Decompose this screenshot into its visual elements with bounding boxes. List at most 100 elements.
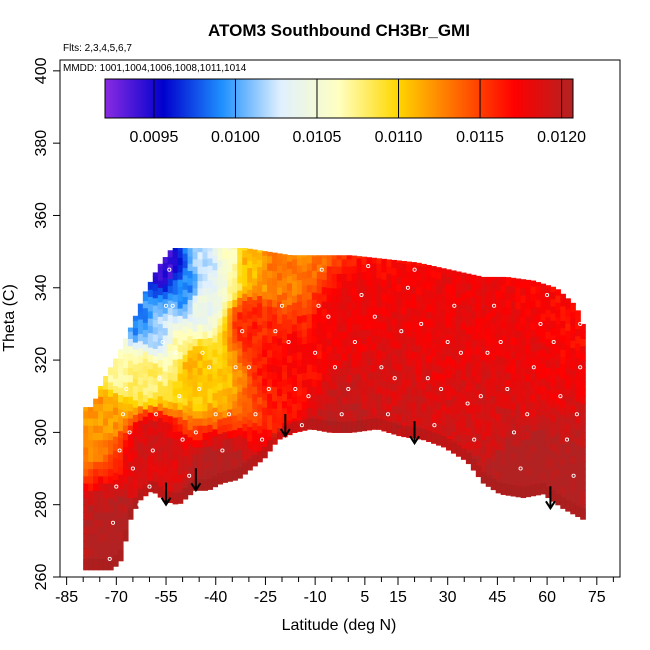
heatmap-cell — [416, 344, 422, 353]
heatmap-cell — [545, 461, 552, 470]
heatmap-cell — [580, 508, 586, 520]
heatmap-cell — [500, 320, 507, 329]
heatmap-cell — [520, 331, 527, 339]
heatmap-cell — [351, 395, 358, 404]
heatmap-cell — [451, 395, 457, 404]
heatmap-cell — [286, 297, 293, 305]
heatmap-cell — [202, 446, 209, 455]
heatmap-cell — [500, 328, 507, 336]
heatmap-cell — [257, 450, 263, 462]
heatmap-cell — [505, 484, 512, 496]
tropopause-arrows — [160, 414, 556, 511]
heatmap-cell — [580, 367, 586, 376]
heatmap-cell — [431, 349, 437, 358]
heatmap-cell — [475, 288, 482, 297]
heatmap-cell — [212, 443, 218, 452]
flight-point — [571, 473, 576, 478]
heatmap-cell — [455, 412, 462, 421]
heatmap-cell — [113, 522, 119, 531]
heatmap-cell — [232, 321, 238, 329]
heatmap-cell — [222, 330, 228, 339]
heatmap-cell — [520, 381, 527, 390]
heatmap-cell — [83, 475, 89, 484]
heatmap-cell — [505, 466, 512, 475]
heatmap-cell — [495, 398, 502, 407]
heatmap-cell — [525, 438, 532, 447]
heatmap-cell — [336, 258, 343, 267]
heatmap-cell — [406, 379, 412, 388]
heatmap-cell — [311, 342, 318, 351]
heatmap-cell — [441, 323, 447, 332]
heatmap-cell — [301, 386, 308, 395]
heatmap-cell — [371, 335, 378, 344]
heatmap-cell — [132, 428, 139, 437]
heatmap-cell — [202, 248, 209, 253]
heatmap-cell — [172, 308, 179, 317]
heatmap-cell — [167, 250, 174, 258]
heatmap-cell — [356, 286, 363, 295]
x-tick-label: -25 — [254, 589, 277, 606]
heatmap-cell — [217, 404, 223, 413]
heatmap-cell — [371, 364, 378, 372]
x-tick-label: 45 — [488, 589, 506, 606]
heatmap-cell — [83, 533, 89, 542]
heatmap-cell — [490, 366, 497, 375]
heatmap-cell — [460, 372, 467, 381]
heatmap-cell — [455, 325, 462, 334]
heatmap-cell — [391, 274, 397, 283]
heatmap-cell — [237, 253, 243, 262]
heatmap-cell — [396, 261, 402, 270]
heatmap-cell — [520, 287, 527, 296]
heatmap-cell — [510, 365, 517, 374]
heatmap-cell — [495, 434, 502, 443]
heatmap-cell — [172, 315, 179, 324]
heatmap-cell — [396, 290, 402, 299]
heatmap-cell — [396, 327, 402, 335]
flight-point — [167, 267, 172, 272]
heatmap-cell — [560, 414, 566, 423]
heatmap-cell — [331, 280, 338, 289]
heatmap-cell — [371, 299, 378, 307]
heatmap-cell — [326, 388, 333, 397]
heatmap-cell — [177, 279, 184, 287]
heatmap-cell — [455, 434, 462, 443]
flight-point — [253, 412, 258, 417]
heatmap-cell — [182, 383, 189, 392]
heatmap-cell — [540, 414, 547, 423]
heatmap-cell — [520, 461, 527, 470]
heatmap-cell — [545, 381, 552, 390]
heatmap-cell — [331, 360, 338, 368]
flight-point — [150, 448, 155, 453]
heatmap-cell — [326, 287, 333, 296]
heatmap-cell — [202, 258, 209, 267]
heatmap-cell — [113, 479, 119, 488]
heatmap-cell — [416, 279, 422, 288]
heatmap-cell — [540, 320, 547, 329]
heatmap-cell — [172, 474, 179, 483]
heatmap-cell — [127, 360, 134, 368]
heatmap-cell — [311, 328, 318, 336]
heatmap-cell — [127, 439, 134, 448]
heatmap-cell — [525, 453, 532, 461]
heatmap-cell — [376, 371, 383, 380]
heatmap-cell — [108, 446, 114, 455]
heatmap-cell — [282, 284, 288, 293]
heatmap-cell — [247, 318, 253, 326]
heatmap-cell — [321, 337, 328, 346]
y-tick-label: 380 — [33, 130, 50, 157]
heatmap-cell — [465, 420, 472, 428]
heatmap-cell — [341, 273, 348, 282]
heatmap-cell — [396, 283, 402, 292]
flight-point — [425, 376, 430, 381]
heatmap-cell — [411, 416, 417, 425]
flight-point — [213, 412, 218, 417]
heatmap-cell — [560, 293, 566, 300]
heatmap-cell — [113, 464, 119, 473]
heatmap-cell — [182, 354, 189, 363]
heatmap-cell — [465, 282, 472, 291]
heatmap-cell — [232, 284, 238, 293]
heatmap-cell — [376, 284, 383, 293]
heatmap-cell — [351, 301, 358, 310]
heatmap-cell — [575, 465, 581, 474]
heatmap-cell — [500, 291, 507, 300]
